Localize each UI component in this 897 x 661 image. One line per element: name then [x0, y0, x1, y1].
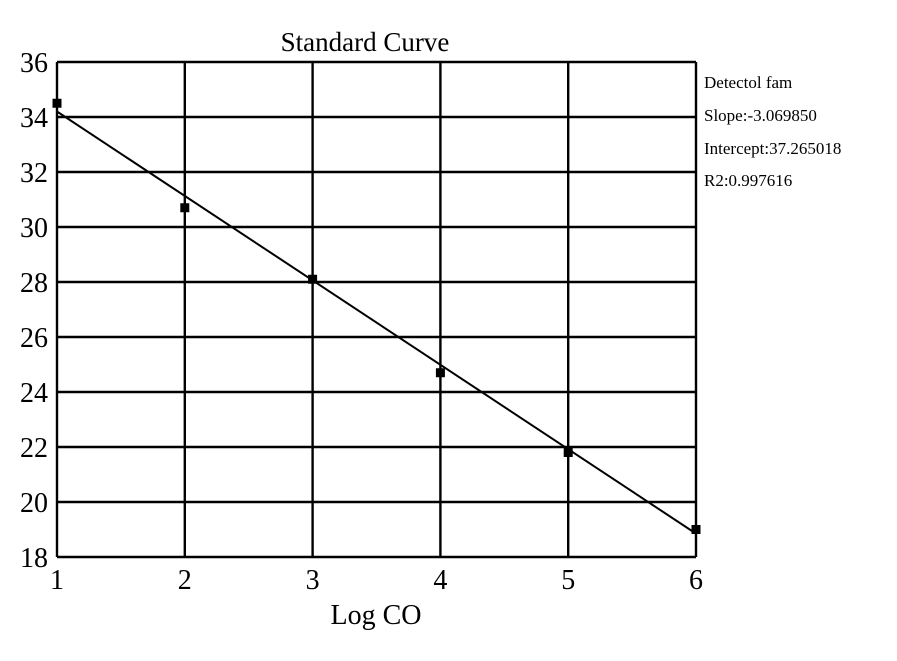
data-point-4: [435, 368, 445, 378]
y-tick-label-34: 34: [20, 103, 48, 134]
y-tick-label-36: 36: [20, 48, 48, 79]
y-tick-label-24: 24: [20, 378, 48, 409]
x-tick-label-6: 6: [689, 565, 703, 596]
data-point-6: [691, 525, 701, 534]
y-tick-label-22: 22: [20, 433, 48, 464]
x-axis-label: Log CO: [331, 600, 422, 631]
data-points: [52, 98, 701, 534]
grid: [55, 60, 698, 559]
y-tick-label-26: 26: [20, 323, 48, 354]
x-tick-label-2: 2: [178, 565, 192, 596]
x-tick-label-3: 3: [306, 565, 320, 596]
y-tick-label-30: 30: [20, 213, 48, 244]
y-tick-label-20: 20: [20, 488, 48, 519]
data-point-1: [52, 98, 62, 108]
annotation-r2: R2:0.997616: [704, 171, 792, 190]
y-tick-label-28: 28: [20, 268, 48, 299]
x-tick-label-1: 1: [50, 565, 64, 596]
chart-title: Standard Curve: [281, 27, 450, 57]
data-point-2: [180, 203, 190, 213]
data-point-3: [308, 274, 318, 284]
fit-line: [56, 110, 697, 535]
y-tick-label-32: 32: [20, 158, 48, 189]
annotation-intercept: Intercept:37.265018: [704, 139, 841, 158]
fit-line-group: [56, 110, 697, 535]
x-tick-label-4: 4: [433, 565, 447, 596]
annotation-panel: Detectol fam Slope:-3.069850 Intercept:3…: [704, 73, 841, 190]
annotation-slope: Slope:-3.069850: [704, 106, 817, 125]
annotation-detector: Detectol fam: [704, 73, 792, 92]
data-point-5: [563, 448, 573, 457]
y-tick-label-18: 18: [20, 543, 48, 574]
x-tick-label-5: 5: [561, 565, 575, 596]
